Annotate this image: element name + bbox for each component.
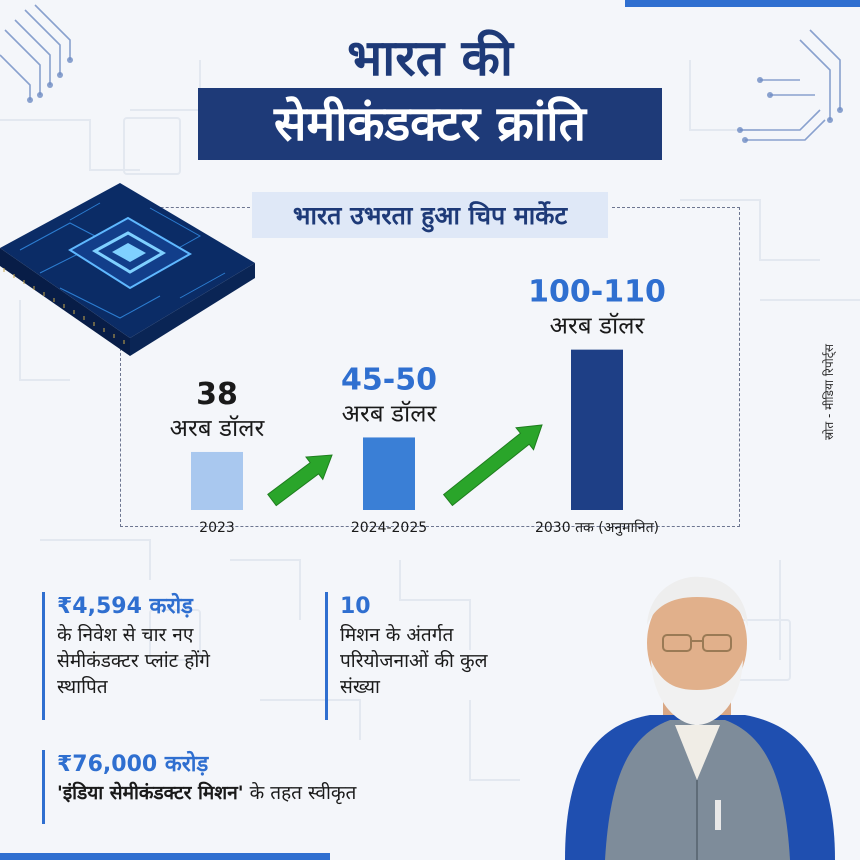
fact-mission: ₹76,000 करोड़ 'इंडिया सेमीकंडक्टर मिशन' … <box>42 750 356 824</box>
subtitle-banner: भारत उभरता हुआ चिप मार्केट <box>252 192 608 238</box>
chart-frame-top-right <box>612 207 740 208</box>
portrait <box>565 576 835 860</box>
page-title-line1: भारत की <box>347 29 513 87</box>
fact-mission-rest: के तहत स्वीकृत <box>243 782 357 804</box>
fact-projects-line3: संख्या <box>340 676 380 698</box>
fact-investment-line3: स्थापित <box>57 676 108 698</box>
fact-investment-line1: के निवेश से चार नए <box>57 624 194 646</box>
fact-mission-name: 'इंडिया सेमीकंडक्टर मिशन' <box>57 782 244 804</box>
chip-icon <box>0 183 255 356</box>
fact-projects-line1: मिशन के अंतर्गत <box>340 624 454 646</box>
fact-investment-line2: सेमीकंडक्टर प्लांट होंगे <box>57 650 210 672</box>
top-accent-bar <box>625 0 860 7</box>
fact-mission-amount: ₹76,000 करोड़ <box>57 752 209 777</box>
chart-frame <box>120 207 740 527</box>
source-label: स्रोत - मीडिया रिपोर्ट्स <box>822 344 836 440</box>
chart-frame-top-left <box>120 207 250 208</box>
fact-projects-count: 10 <box>340 594 371 619</box>
fact-projects: 10 मिशन के अंतर्गत परियोजनाओं की कुल संख… <box>325 592 487 720</box>
fact-projects-line2: परियोजनाओं की कुल <box>340 650 488 672</box>
chart-title: भारत उभरता हुआ चिप मार्केट <box>292 201 568 230</box>
fact-mission-desc: 'इंडिया सेमीकंडक्टर मिशन' के तहत स्वीकृत <box>57 780 356 806</box>
title-banner: सेमीकंडक्टर क्रांति <box>198 88 662 160</box>
fact-investment-amount: ₹4,594 करोड़ <box>57 594 193 619</box>
fact-investment: ₹4,594 करोड़ के निवेश से चार नए सेमीकंडक… <box>42 592 210 720</box>
bottom-accent-bar <box>0 853 330 860</box>
page-title-line2: सेमीकंडक्टर क्रांति <box>274 96 586 152</box>
